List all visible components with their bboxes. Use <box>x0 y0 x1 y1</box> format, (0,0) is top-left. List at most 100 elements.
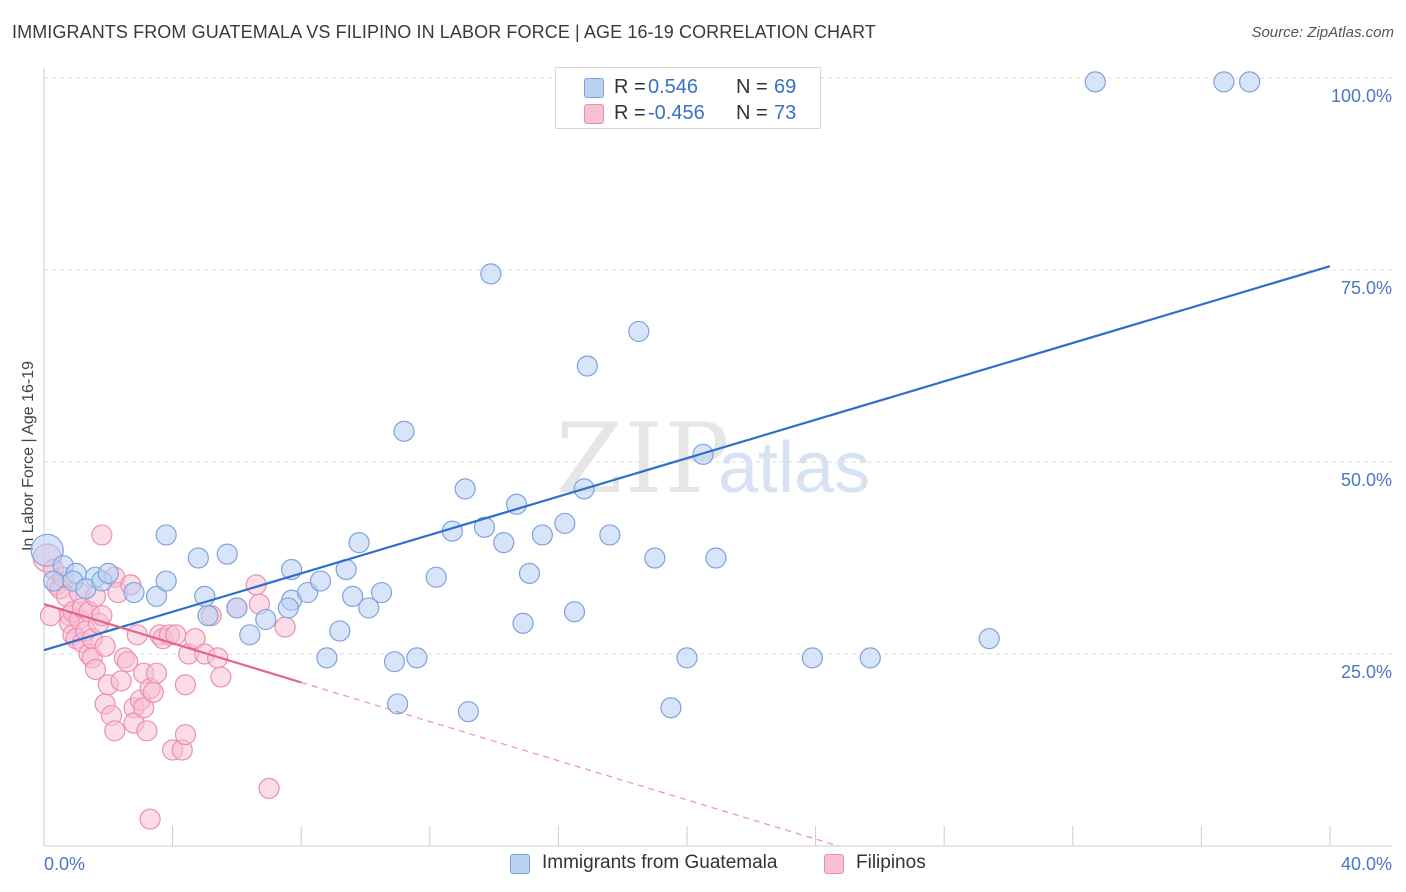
filipinos-point <box>258 777 280 800</box>
guatemala-point <box>97 562 119 584</box>
trend-line-guatemala <box>43 265 1331 652</box>
filipinos-point <box>210 666 232 688</box>
legend-r-label: R = <box>614 76 646 98</box>
guatemala-point <box>512 612 534 634</box>
guatemala-point <box>1239 71 1261 93</box>
guatemala-point <box>563 601 586 623</box>
source-credit: Source: ZipAtlas.com <box>1251 24 1394 41</box>
filipinos-point <box>174 724 197 746</box>
legend-n-value-filipinos: 73 <box>774 102 797 124</box>
legend-n-label: N = <box>736 76 768 98</box>
guatemala-point <box>406 647 428 669</box>
bottom-legend-swatch-filipinos <box>824 854 844 874</box>
guatemala-point <box>187 547 209 569</box>
guatemala-point <box>216 543 238 565</box>
guatemala-point <box>123 581 145 604</box>
guatemala-point <box>1213 71 1235 93</box>
filipinos-point <box>91 524 113 546</box>
bottom-legend-label-filipinos: Filipinos <box>856 852 926 873</box>
watermark: ZIP atlas <box>556 403 870 515</box>
guatemala-point <box>342 585 364 608</box>
guatemala-point <box>383 651 406 673</box>
filipinos-point <box>84 658 107 680</box>
guatemala-point <box>457 700 479 723</box>
guatemala-point <box>473 516 496 538</box>
guatemala-point <box>197 604 219 627</box>
guatemala-point <box>480 263 502 285</box>
guatemala-point <box>329 620 351 642</box>
trend-line-filipinos <box>43 603 302 684</box>
guatemala-point <box>277 597 299 619</box>
legend-r-label: R = <box>614 102 646 124</box>
guatemala-point <box>43 570 65 592</box>
guatemala-point <box>628 320 650 343</box>
guatemala-point <box>393 420 415 442</box>
guatemala-point <box>316 647 338 669</box>
guatemala-point <box>554 512 576 535</box>
trend-line-filipinos-extension <box>301 681 839 847</box>
filipinos-point <box>145 662 168 684</box>
legend-swatch-guatemala <box>584 78 604 98</box>
watermark-atlas: atlas <box>718 428 870 508</box>
filipinos-point <box>110 670 132 692</box>
filipinos-point <box>116 651 139 673</box>
filipinos-point <box>104 720 126 742</box>
guatemala-point <box>145 585 168 608</box>
y-tick-labels: 25.0% 50.0% 75.0% 100.0% <box>1331 86 1392 682</box>
x-tick-label-min: 0.0% <box>44 854 85 874</box>
legend-n-label: N = <box>736 102 768 124</box>
guatemala-point <box>801 647 823 669</box>
bottom-legend-label-guatemala: Immigrants from Guatemala <box>542 852 778 873</box>
filipinos-point <box>184 628 206 650</box>
guatemala-point <box>425 566 447 588</box>
legend-r-value-guatemala: 0.546 <box>648 76 699 98</box>
filipinos-point <box>94 635 116 657</box>
filipinos-point <box>274 616 296 638</box>
guatemala-point <box>348 532 370 554</box>
guatemala-point <box>239 624 261 646</box>
guatemala-point <box>1084 71 1106 93</box>
axes <box>43 68 1392 847</box>
guatemala-point <box>155 570 177 592</box>
chart-title: IMMIGRANTS FROM GUATEMALA VS FILIPINO IN… <box>12 22 877 42</box>
guatemala-point <box>155 524 177 546</box>
bottom-legend-swatch-guatemala <box>510 854 530 874</box>
filipinos-point <box>142 681 164 704</box>
y-axis-label: In Labor Force | Age 16-19 <box>20 361 37 551</box>
legend-n-value-guatemala: 69 <box>774 76 797 98</box>
y-tick-label-25: 25.0% <box>1341 662 1392 682</box>
x-tick-label-max: 40.0% <box>1341 854 1392 874</box>
trend-lines <box>43 265 1331 847</box>
guatemala-point <box>454 478 476 500</box>
guatemala-point <box>644 547 666 569</box>
y-tick-label-50: 50.0% <box>1341 470 1392 490</box>
legend-r-value-filipinos: -0.456 <box>648 102 705 124</box>
guatemala-point <box>30 533 64 567</box>
grid <box>43 77 1392 846</box>
guatemala-point <box>978 628 1000 650</box>
series-guatemala-points <box>30 71 1261 723</box>
guatemala-point <box>599 524 621 546</box>
guatemala-point <box>705 547 727 569</box>
guatemala-point <box>531 524 553 546</box>
guatemala-point <box>859 647 881 669</box>
x-tick-labels: 0.0% 40.0% <box>44 854 1392 874</box>
guatemala-point <box>387 693 409 715</box>
filipinos-point <box>174 674 197 696</box>
filipinos-point <box>136 720 158 742</box>
y-tick-label-75: 75.0% <box>1341 278 1392 298</box>
guatemala-point <box>370 581 393 604</box>
guatemala-point <box>493 532 515 554</box>
guatemala-point <box>518 562 541 584</box>
guatemala-point <box>676 647 698 669</box>
guatemala-point <box>255 608 277 631</box>
y-tick-label-100: 100.0% <box>1331 86 1392 106</box>
guatemala-point <box>309 570 332 592</box>
guatemala-point <box>506 493 528 515</box>
guatemala-point <box>226 597 248 619</box>
guatemala-point <box>358 597 380 619</box>
correlation-legend: R = 0.546 N = 69 R = -0.456 N = 73 <box>555 67 821 129</box>
legend-swatch-filipinos <box>584 104 604 124</box>
filipinos-point <box>139 808 161 830</box>
